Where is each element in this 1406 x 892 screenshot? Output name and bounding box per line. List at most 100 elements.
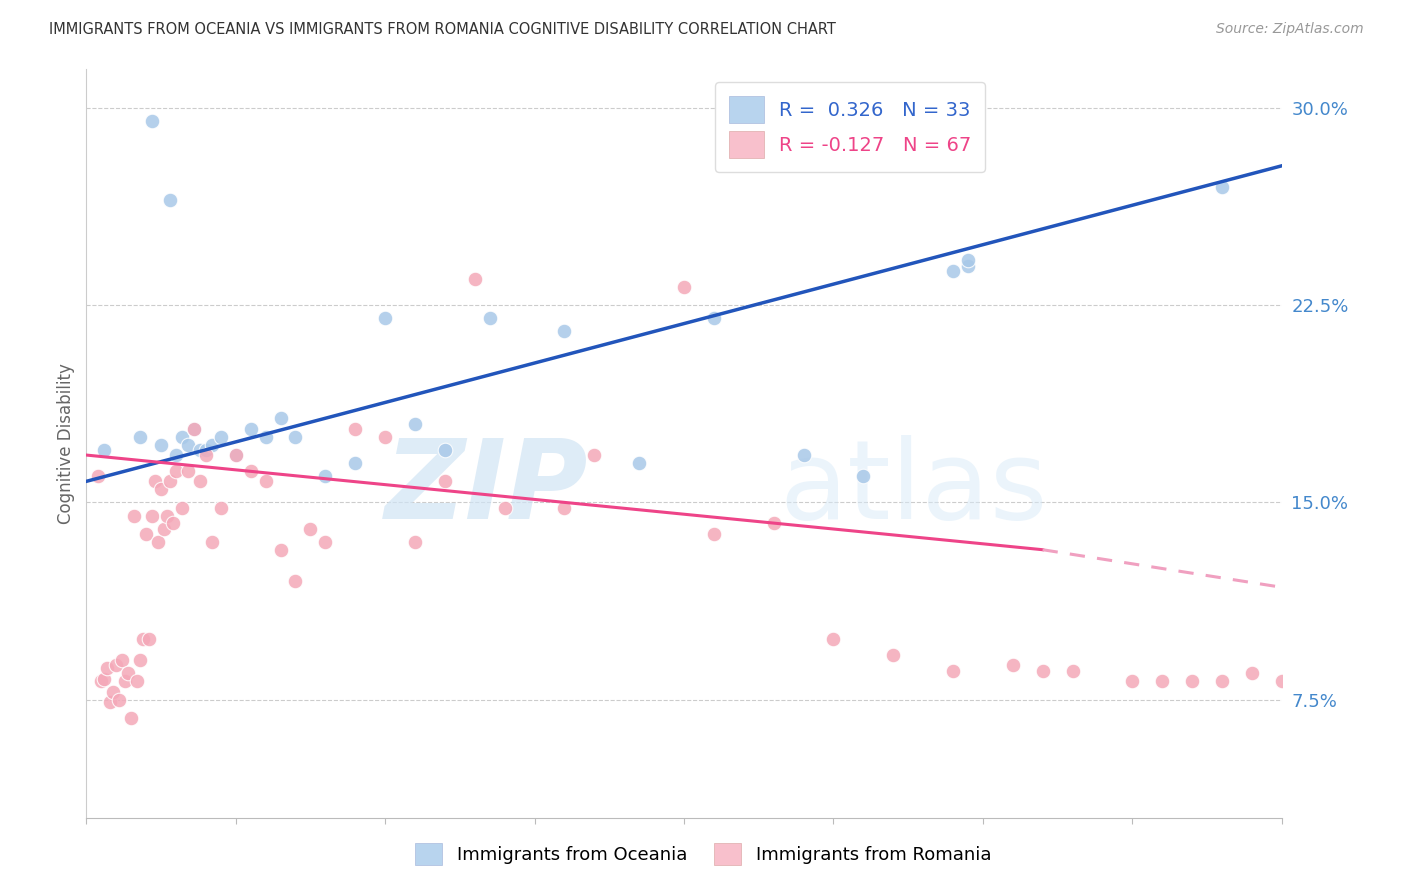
Point (433, 475, 456, 489)
Point (209, 430, 232, 444)
Point (239, 464, 262, 478)
Point (270, 411, 292, 425)
Point (1211, 674, 1233, 689)
Point (150, 482, 173, 496)
Point (793, 448, 815, 462)
Point (162, 516, 184, 531)
Point (942, 664, 965, 678)
Point (404, 534, 426, 549)
Point (583, 448, 606, 462)
Point (138, 632, 160, 647)
Point (299, 522, 322, 536)
Text: ZIP: ZIP (385, 434, 588, 541)
Text: atlas: atlas (780, 434, 1047, 541)
Point (225, 448, 247, 462)
Point (628, 456, 651, 470)
Point (284, 574, 307, 589)
Point (956, 259, 979, 273)
Point (135, 527, 157, 541)
Point (170, 500, 193, 515)
Point (1391, 664, 1406, 678)
Point (314, 469, 336, 483)
Point (188, 442, 211, 457)
Point (703, 311, 725, 326)
Point (762, 516, 785, 531)
Point (374, 430, 396, 444)
Point (672, 279, 695, 293)
Point (1121, 674, 1143, 689)
Point (156, 508, 179, 523)
Point (120, 711, 142, 725)
Point (225, 448, 247, 462)
Point (129, 430, 152, 444)
Point (117, 666, 139, 681)
Point (478, 311, 501, 326)
Point (1181, 674, 1204, 689)
Point (87, 469, 110, 483)
Point (254, 475, 277, 489)
Point (103, 684, 125, 698)
Point (209, 500, 232, 515)
Legend: R =  0.326   N = 33, R = -0.127   N = 67: R = 0.326 N = 33, R = -0.127 N = 67 (716, 82, 986, 172)
Point (143, 475, 166, 489)
Point (159, 475, 181, 489)
Point (177, 464, 200, 478)
Point (201, 437, 224, 451)
Point (183, 422, 205, 436)
Point (374, 311, 396, 326)
Point (93, 672, 115, 686)
Point (141, 508, 163, 523)
Point (254, 430, 277, 444)
Point (1211, 179, 1233, 194)
Point (165, 448, 187, 462)
Point (1330, 684, 1353, 698)
Point (111, 653, 134, 667)
Point (132, 632, 155, 647)
Point (239, 422, 262, 436)
Point (170, 430, 193, 444)
Point (96, 661, 118, 675)
Point (105, 658, 128, 673)
Point (98, 695, 121, 709)
Point (314, 534, 336, 549)
Point (1240, 666, 1263, 681)
Point (823, 632, 845, 647)
Point (344, 422, 367, 436)
Point (1152, 674, 1174, 689)
Point (433, 442, 456, 457)
Point (464, 272, 486, 286)
Point (956, 253, 979, 268)
Point (146, 534, 169, 549)
Text: IMMIGRANTS FROM OCEANIA VS IMMIGRANTS FROM ROMANIA COGNITIVE DISABILITY CORRELAT: IMMIGRANTS FROM OCEANIA VS IMMIGRANTS FR… (49, 22, 837, 37)
Point (177, 437, 200, 451)
Point (1001, 658, 1024, 673)
Point (122, 508, 145, 523)
Point (150, 437, 173, 451)
Point (129, 653, 152, 667)
Point (188, 475, 211, 489)
Point (882, 648, 904, 662)
Text: Source: ZipAtlas.com: Source: ZipAtlas.com (1216, 22, 1364, 37)
Point (344, 456, 367, 470)
Point (703, 527, 725, 541)
Y-axis label: Cognitive Disability: Cognitive Disability (58, 363, 75, 524)
Point (852, 469, 875, 483)
Point (1271, 674, 1294, 689)
Point (153, 522, 176, 536)
Point (90, 674, 112, 689)
Point (942, 264, 965, 278)
Point (201, 534, 224, 549)
Point (141, 114, 163, 128)
Point (183, 422, 205, 436)
Point (404, 417, 426, 431)
Point (108, 692, 131, 706)
Point (114, 674, 136, 689)
Point (284, 430, 307, 444)
Legend: Immigrants from Oceania, Immigrants from Romania: Immigrants from Oceania, Immigrants from… (406, 834, 1000, 874)
Point (165, 464, 187, 478)
Point (553, 325, 575, 339)
Point (159, 193, 181, 207)
Point (1062, 664, 1084, 678)
Point (194, 448, 217, 462)
Point (270, 542, 292, 557)
